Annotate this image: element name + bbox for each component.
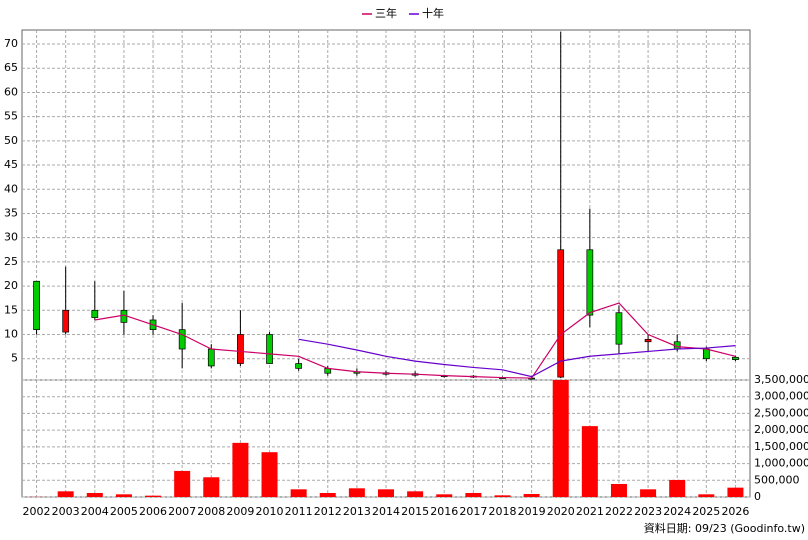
volume-bar <box>348 488 365 497</box>
volume-bar <box>669 479 686 497</box>
y2-tick-label: 1,500,000 <box>754 440 808 453</box>
candle-body <box>586 249 594 316</box>
volume-bar <box>640 489 657 497</box>
candle-body <box>702 348 710 360</box>
candle-body <box>33 280 40 331</box>
source-note: 資料日期: 09/23 (Goodinfo.tw) <box>644 521 805 535</box>
x-tick-label: 2025 <box>692 505 720 518</box>
ma-line <box>298 338 736 378</box>
volume-bar <box>203 477 220 497</box>
y-tick-label: 15 <box>4 303 18 316</box>
y2-tick-label: 0 <box>754 490 761 503</box>
y-tick-label: 45 <box>4 158 18 171</box>
y2-tick-label: 3,000,000 <box>754 390 808 403</box>
x-tick-label: 2003 <box>52 505 80 518</box>
candle-body <box>557 249 565 378</box>
x-tick-label: 2016 <box>430 505 458 518</box>
x-tick-label: 2022 <box>605 505 633 518</box>
candle-body <box>266 334 273 364</box>
volume-bar <box>407 491 424 497</box>
x-tick-label: 2026 <box>721 505 749 518</box>
volume-bar <box>436 494 453 497</box>
candle-body <box>644 338 652 343</box>
x-tick-label: 2006 <box>139 505 167 518</box>
x-tick-label: 2023 <box>634 505 662 518</box>
x-tick-label: 2010 <box>256 505 284 518</box>
x-tick-label: 2013 <box>343 505 371 518</box>
legend-label: 三年 <box>375 6 397 20</box>
x-tick-label: 2015 <box>401 505 429 518</box>
y2-tick-label: 3,500,000 <box>754 373 808 386</box>
volume-bar <box>523 493 540 497</box>
volume-bar <box>290 489 307 497</box>
volume-bar <box>581 426 598 497</box>
volume-bar <box>174 470 191 497</box>
y-tick-label: 60 <box>4 85 18 98</box>
x-tick-label: 2024 <box>663 505 691 518</box>
x-tick-label: 2005 <box>110 505 138 518</box>
x-tick-label: 2017 <box>459 505 487 518</box>
legend-label: 十年 <box>422 6 444 20</box>
y-tick-label: 70 <box>4 37 18 50</box>
volume-bar <box>115 494 132 497</box>
volume-bar <box>86 492 103 497</box>
x-tick-label: 2012 <box>314 505 342 518</box>
candle-body <box>62 309 70 333</box>
volume-bar <box>261 452 278 497</box>
y-tick-label: 20 <box>4 279 18 292</box>
y2-tick-label: 500,000 <box>754 473 800 486</box>
volume-bar <box>610 483 627 497</box>
x-tick-label: 2009 <box>226 505 254 518</box>
x-tick-label: 2008 <box>197 505 225 518</box>
volume-bar <box>552 380 569 497</box>
x-tick-label: 2002 <box>23 505 51 518</box>
y-tick-label: 40 <box>4 182 18 195</box>
candle-body <box>295 363 302 369</box>
y-tick-label: 50 <box>4 134 18 147</box>
volume-bar <box>145 495 162 497</box>
x-tick-label: 2018 <box>488 505 516 518</box>
volume-bar <box>727 487 744 497</box>
candle-body <box>178 329 186 350</box>
y-tick-label: 25 <box>4 255 18 268</box>
x-tick-label: 2019 <box>518 505 546 518</box>
volume-bar <box>57 491 74 497</box>
y-tick-label: 10 <box>4 327 18 340</box>
y-tick-label: 35 <box>4 206 18 219</box>
candle-body <box>237 334 244 364</box>
volume-bar <box>698 494 715 497</box>
x-tick-label: 2007 <box>168 505 196 518</box>
y-tick-label: 65 <box>4 61 18 74</box>
volume-bar <box>232 442 249 497</box>
y2-tick-label: 1,000,000 <box>754 457 808 470</box>
x-tick-label: 2004 <box>81 505 109 518</box>
volume-bar <box>378 489 394 497</box>
y2-tick-label: 2,500,000 <box>754 406 808 419</box>
volume-bar <box>465 492 482 497</box>
x-tick-label: 2011 <box>285 505 313 518</box>
candle-body <box>207 348 215 367</box>
candle-body <box>91 309 99 318</box>
volume-bar <box>494 495 511 497</box>
x-tick-label: 2021 <box>576 505 604 518</box>
y2-tick-label: 2,000,000 <box>754 423 808 436</box>
y-tick-label: 30 <box>4 231 18 244</box>
y-tick-label: 5 <box>11 352 18 365</box>
candle-body <box>615 312 623 345</box>
volume-bar <box>319 492 336 497</box>
x-tick-label: 2014 <box>372 505 400 518</box>
ma-line <box>94 302 736 379</box>
candle-body <box>732 356 739 361</box>
y-tick-label: 55 <box>4 110 18 123</box>
x-tick-label: 2020 <box>547 505 575 518</box>
